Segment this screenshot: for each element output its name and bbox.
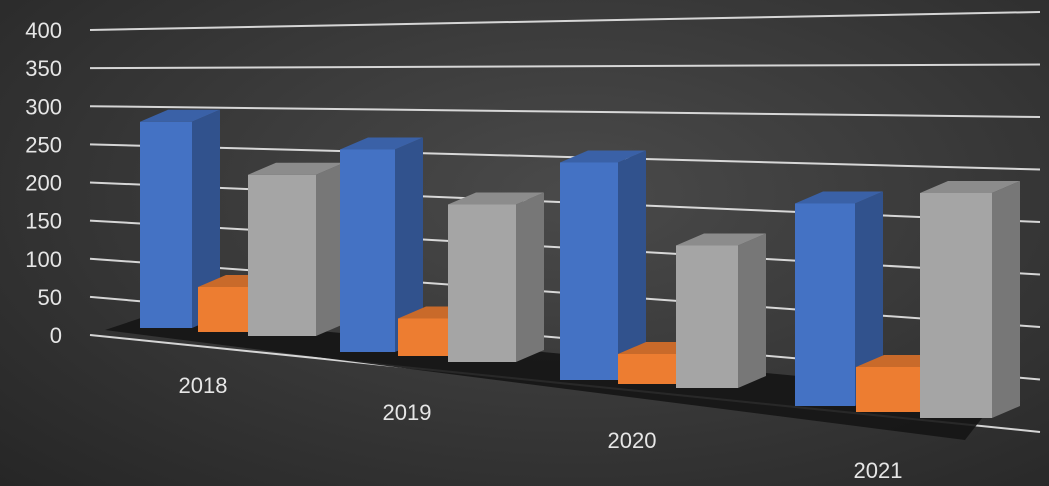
bar-front <box>856 367 921 412</box>
bar-front <box>340 149 395 352</box>
bar-side <box>738 233 766 388</box>
x-category-label: 2021 <box>854 458 903 483</box>
bar-2019-series-1 <box>340 137 423 352</box>
x-category-label: 2018 <box>179 373 228 398</box>
y-tick-label: 0 <box>50 323 62 348</box>
y-axis-ticks: 0 50 100 150 200 250 300 350 400 <box>25 18 62 348</box>
y-tick-label: 200 <box>25 171 62 196</box>
bar-top <box>560 150 646 163</box>
bar-top <box>448 192 544 205</box>
bar-side <box>516 192 544 362</box>
chart-floor <box>105 315 1000 440</box>
x-category-label: 2019 <box>383 400 432 425</box>
bar-side <box>192 109 220 328</box>
bar-2018-series-1 <box>140 109 220 328</box>
x-axis-categories: 2018 2019 2020 2021 <box>179 373 903 483</box>
bar-top <box>340 137 423 150</box>
bar-2021-series-3 <box>920 181 1020 418</box>
bars <box>140 109 1020 418</box>
gridline <box>89 63 1041 70</box>
y-tick-label: 400 <box>25 18 62 43</box>
bar-side <box>992 181 1020 418</box>
bar-top <box>676 233 766 246</box>
x-category-label: 2020 <box>608 428 657 453</box>
bar-2018-series-3 <box>248 162 344 336</box>
bar-front <box>198 287 250 332</box>
bar-side <box>855 191 883 406</box>
bar-front <box>618 354 676 384</box>
gridline <box>89 11 1041 31</box>
y-tick-label: 100 <box>25 247 62 272</box>
bar-front <box>560 162 618 380</box>
bar-side <box>395 137 423 352</box>
bar-front <box>920 193 992 418</box>
bar-top <box>795 191 883 204</box>
y-tick-label: 300 <box>25 94 62 119</box>
bar-2020-series-3 <box>676 233 766 388</box>
gridline <box>89 105 1041 118</box>
y-tick-label: 350 <box>25 56 62 81</box>
bar-front <box>676 245 738 388</box>
bar-front <box>795 203 855 406</box>
bar-2021-series-1 <box>795 191 883 406</box>
bar-2019-series-3 <box>448 192 544 362</box>
bar-top <box>920 181 1020 193</box>
bar-front <box>248 174 316 336</box>
bar-front <box>448 204 516 362</box>
y-tick-label: 50 <box>38 285 62 310</box>
bar-2020-series-1 <box>560 150 646 380</box>
bar-side <box>316 162 344 336</box>
gridline <box>89 143 1041 171</box>
bar-top <box>248 162 344 175</box>
bar-front <box>398 318 453 356</box>
bar-front <box>140 121 192 328</box>
y-tick-label: 250 <box>25 132 62 157</box>
bar-top <box>140 109 220 122</box>
bar-side <box>618 150 646 380</box>
floor-plane <box>105 315 1000 440</box>
y-tick-label: 150 <box>25 209 62 234</box>
